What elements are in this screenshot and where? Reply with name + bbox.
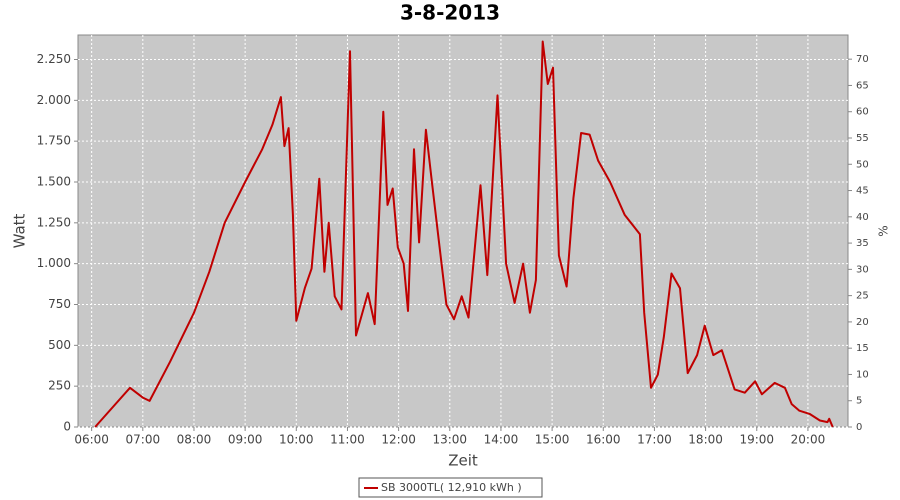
y2-tick-label: 70 xyxy=(856,54,869,65)
legend-label: SB 3000TL( 12,910 kWh ) xyxy=(381,481,522,494)
y2-tick-label: 40 xyxy=(856,212,869,223)
y2-tick-label: 50 xyxy=(856,159,869,170)
y2-tick-label: 25 xyxy=(856,291,869,302)
data-line xyxy=(94,40,834,428)
y2-tick-label: 10 xyxy=(856,369,869,380)
x-tick-label: 11:00 xyxy=(330,433,365,447)
x-tick-label: 08:00 xyxy=(177,433,212,447)
x-tick-label: 15:00 xyxy=(535,433,570,447)
y-tick-label: 1.000 xyxy=(37,256,71,270)
y-tick-label: 500 xyxy=(48,338,71,352)
y2-tick-label: 5 xyxy=(856,396,862,407)
x-tick-label: 18:00 xyxy=(688,433,723,447)
y-tick-label: 0 xyxy=(63,420,71,434)
x-axis-label: Zeit xyxy=(448,452,478,470)
x-tick-label: 07:00 xyxy=(126,433,161,447)
x-tick-label: 20:00 xyxy=(791,433,826,447)
y-tick-label: 2.000 xyxy=(37,93,71,107)
y-tick-label: 1.250 xyxy=(37,215,71,229)
y2-tick-label: 15 xyxy=(856,343,869,354)
x-tick-label: 17:00 xyxy=(637,433,672,447)
y2-tick-label: 35 xyxy=(856,238,869,249)
y-axis-label: Watt xyxy=(11,213,29,248)
y-tick-label: 250 xyxy=(48,379,71,393)
y-tick-label: 2.250 xyxy=(37,52,71,66)
chart-title: 3-8-2013 xyxy=(400,1,500,25)
x-tick-label: 13:00 xyxy=(432,433,467,447)
x-tick-label: 19:00 xyxy=(739,433,774,447)
y-tick-label: 1.750 xyxy=(37,134,71,148)
y2-tick-label: 45 xyxy=(856,186,869,197)
y-tick-label: 1.500 xyxy=(37,175,71,189)
y2-tick-label: 20 xyxy=(856,317,869,328)
y2-tick-label: 60 xyxy=(856,107,869,118)
y2-axis-label: % xyxy=(877,225,891,236)
y2-tick-label: 30 xyxy=(856,264,869,275)
y-tick-label: 750 xyxy=(48,297,71,311)
x-tick-label: 10:00 xyxy=(279,433,314,447)
x-tick-label: 09:00 xyxy=(228,433,263,447)
y2-tick-label: 65 xyxy=(856,80,869,91)
legend xyxy=(358,477,543,498)
x-tick-label: 12:00 xyxy=(381,433,416,447)
x-tick-label: 14:00 xyxy=(484,433,519,447)
y2-tick-label: 55 xyxy=(856,133,869,144)
x-tick-label: 06:00 xyxy=(74,433,109,447)
x-tick-label: 16:00 xyxy=(586,433,621,447)
y2-tick-label: 0 xyxy=(856,422,862,433)
